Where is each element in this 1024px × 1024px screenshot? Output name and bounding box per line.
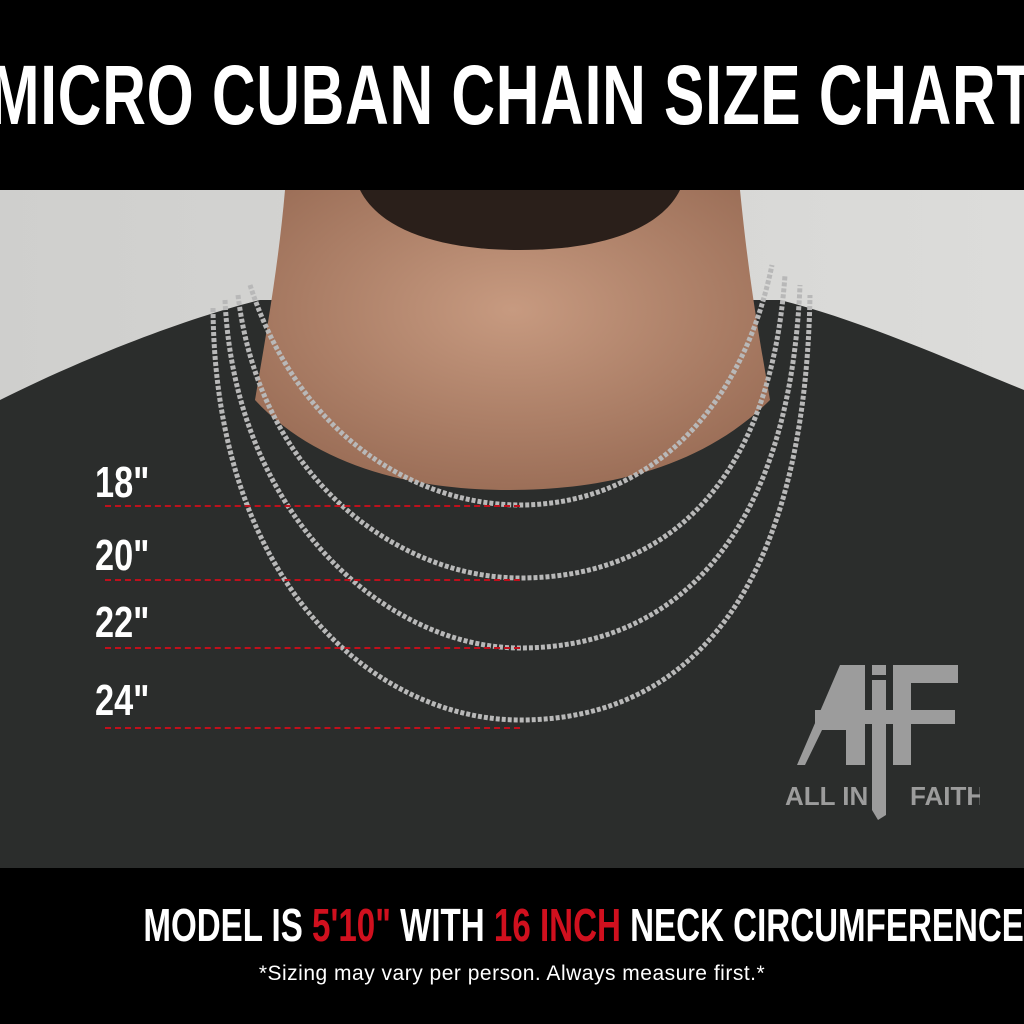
header: MICRO CUBAN CHAIN SIZE CHART bbox=[0, 0, 1024, 190]
size-label-22: 22" bbox=[95, 598, 150, 647]
size-line-22 bbox=[105, 647, 520, 649]
size-line-24 bbox=[105, 727, 520, 729]
neck-size: 16 INCH bbox=[493, 899, 621, 951]
size-label-20: 20" bbox=[95, 531, 150, 580]
page-title: MICRO CUBAN CHAIN SIZE CHART bbox=[0, 47, 1024, 142]
brand-logo: ALL IN FAITH bbox=[780, 650, 985, 830]
model-photo bbox=[0, 190, 1024, 868]
model-middle: WITH bbox=[390, 899, 494, 951]
model-suffix: NECK CIRCUMFERENCE bbox=[620, 899, 1024, 951]
size-line-20 bbox=[105, 579, 520, 581]
model-prefix: MODEL IS bbox=[143, 899, 313, 951]
model-height: 5'10" bbox=[312, 899, 391, 951]
svg-text:ALL IN: ALL IN bbox=[785, 781, 868, 811]
footer: MODEL IS 5'10" WITH 16 INCH NECK CIRCUMF… bbox=[0, 868, 1024, 1024]
sizing-note: *Sizing may vary per person. Always meas… bbox=[258, 962, 766, 985]
size-label-18: 18" bbox=[95, 458, 150, 507]
size-label-24: 24" bbox=[95, 676, 150, 725]
model-info: MODEL IS 5'10" WITH 16 INCH NECK CIRCUMF… bbox=[143, 898, 1024, 952]
svg-text:FAITH: FAITH bbox=[910, 781, 980, 811]
size-line-18 bbox=[105, 505, 520, 507]
